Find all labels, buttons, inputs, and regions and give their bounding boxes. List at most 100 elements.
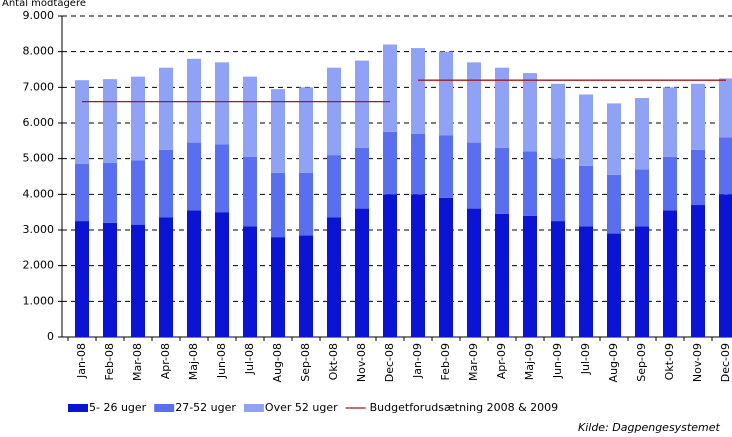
x-tick-label: Apr-09 (495, 343, 508, 379)
bar-segment (131, 76, 145, 161)
y-tick-label: 7.000 (23, 80, 55, 93)
bar-segment (187, 142, 201, 211)
legend-label: Over 52 uger (265, 401, 338, 414)
x-tick-label: Dec-09 (719, 343, 732, 382)
legend-swatch (154, 404, 175, 412)
bar-segment (243, 76, 257, 157)
bar-segment (663, 210, 677, 337)
bar-segment (635, 226, 649, 337)
x-tick-label: Jan-08 (75, 343, 88, 379)
x-tick-label: Maj-08 (187, 343, 200, 380)
bar-segment (663, 156, 677, 211)
legend-label: Budgetforudsætning 2008 & 2009 (370, 401, 559, 414)
x-tick-label: Jul-09 (579, 343, 592, 375)
legend-label: 5- 26 uger (89, 401, 147, 414)
x-tick-label: Apr-08 (159, 343, 172, 379)
x-tick-label: Aug-09 (607, 343, 620, 382)
x-tick-label: Mar-09 (467, 343, 480, 381)
bar-segment (187, 58, 201, 143)
bar-segment (131, 160, 145, 225)
bar-segment (355, 208, 369, 337)
y-tick-label: 5.000 (23, 152, 55, 165)
bar-segment (607, 103, 621, 175)
bar-segment (299, 172, 313, 236)
bar-segment (495, 67, 509, 148)
bar-segment (215, 62, 229, 145)
bar-segment (551, 221, 565, 337)
bar-segment (75, 221, 89, 337)
bar-segment (719, 137, 732, 195)
y-tick-label: 4.000 (23, 187, 55, 200)
x-tick-label: Jan-09 (411, 343, 424, 379)
y-tick-label: 2.000 (23, 259, 55, 272)
x-tick-label: Nov-08 (355, 343, 368, 382)
bar-segment (663, 87, 677, 157)
bar-segment (523, 73, 537, 152)
legend-label: 27-52 uger (175, 401, 236, 414)
bar-segment (383, 194, 397, 337)
bar-segment (411, 194, 425, 337)
bar-segment (75, 80, 89, 165)
bar-segment (635, 98, 649, 170)
bar-segment (523, 151, 537, 216)
bar-segment (103, 162, 117, 223)
legend-swatch (68, 404, 88, 412)
bar-segment (355, 60, 369, 148)
bar-segment (271, 172, 285, 238)
bar-segment (355, 147, 369, 209)
bar-segment (327, 155, 341, 218)
bar-segment (523, 215, 537, 337)
x-tick-label: Aug-08 (271, 343, 284, 382)
bar-segment (383, 131, 397, 195)
bar-segment (495, 147, 509, 214)
bar-segment (131, 224, 145, 337)
bar-segment (579, 94, 593, 166)
bar-segment (215, 212, 229, 337)
bar-segment (103, 79, 117, 163)
x-tick-label: Feb-08 (103, 343, 116, 380)
x-tick-label: Nov-09 (691, 343, 704, 382)
y-axis-title: Antal modtagere (2, 0, 86, 9)
bar-segment (299, 87, 313, 173)
y-tick-label: 3.000 (23, 223, 55, 236)
x-tick-label: Jul-08 (243, 343, 256, 375)
bar-segment (439, 51, 453, 136)
bar-segment (439, 135, 453, 198)
bar-segment (579, 226, 593, 337)
source-note: Kilde: Dagpengesystemet (578, 421, 720, 434)
bar-segment (411, 48, 425, 134)
bar-segment (579, 165, 593, 227)
bar-segment (467, 62, 481, 143)
x-tick-label: Maj-09 (523, 343, 536, 380)
bar-segment (271, 237, 285, 337)
bar-segment (159, 67, 173, 150)
x-tick-label: Sep-08 (299, 343, 312, 382)
x-tick-label: Feb-09 (439, 343, 452, 380)
bar-segment (719, 78, 732, 138)
x-tick-label: Jun-09 (551, 343, 564, 379)
x-tick-label: Okt-09 (663, 343, 676, 380)
bar-segment (299, 235, 313, 337)
x-tick-label: Okt-08 (327, 343, 340, 380)
bar-segment (607, 233, 621, 337)
bar-segment (271, 89, 285, 173)
bar-segment (215, 144, 229, 213)
bar-segment (327, 67, 341, 156)
bar-segment (327, 217, 341, 337)
bar-segment (439, 197, 453, 337)
bar-segment (159, 149, 173, 218)
y-tick-label: 6.000 (23, 116, 55, 129)
bar-segment (691, 205, 705, 337)
bar-segment (383, 44, 397, 132)
x-tick-label: Dec-08 (383, 343, 396, 382)
bar-segment (607, 174, 621, 234)
x-tick-label: Jun-08 (215, 343, 228, 379)
bar-segment (75, 164, 89, 222)
bar-segment (495, 213, 509, 337)
y-tick-label: 8.000 (23, 45, 55, 58)
bar-segment (691, 149, 705, 206)
bar-segment (103, 222, 117, 337)
bar-segment (159, 217, 173, 337)
